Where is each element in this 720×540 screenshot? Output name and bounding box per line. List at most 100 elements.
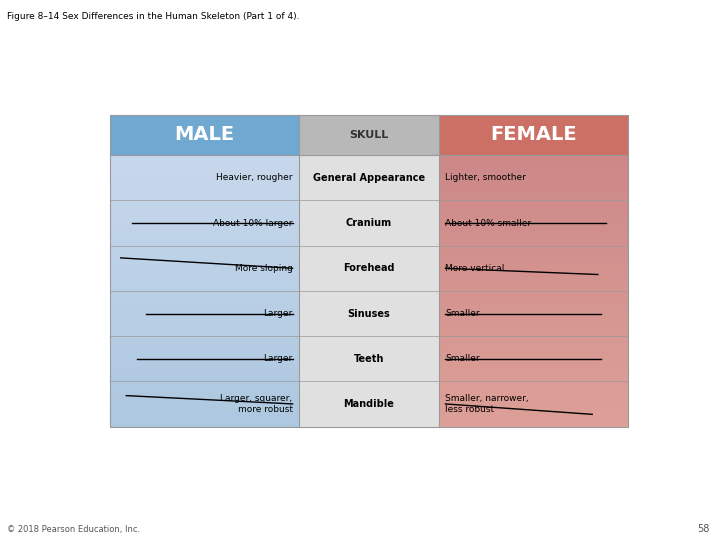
Bar bbox=[438, 255, 629, 259]
Bar bbox=[109, 422, 300, 427]
Text: Figure 8–14 Sex Differences in the Human Skeleton (Part 1 of 4).: Figure 8–14 Sex Differences in the Human… bbox=[7, 12, 300, 21]
Bar bbox=[438, 173, 629, 178]
Bar bbox=[109, 191, 300, 196]
Bar bbox=[438, 241, 629, 246]
Bar bbox=[109, 187, 300, 191]
Bar bbox=[438, 155, 629, 160]
Bar bbox=[109, 268, 300, 273]
Bar bbox=[109, 223, 300, 227]
Bar bbox=[109, 173, 300, 178]
Bar bbox=[438, 114, 629, 155]
Bar bbox=[438, 291, 629, 295]
Bar bbox=[438, 214, 629, 219]
Bar bbox=[438, 295, 629, 300]
Text: Larger: Larger bbox=[264, 354, 292, 363]
Bar bbox=[109, 183, 300, 187]
Bar bbox=[109, 314, 300, 318]
Text: FEMALE: FEMALE bbox=[490, 125, 577, 145]
Bar bbox=[109, 327, 300, 332]
Bar bbox=[109, 309, 300, 314]
Bar bbox=[109, 377, 300, 381]
Bar bbox=[109, 400, 300, 404]
Bar bbox=[438, 350, 629, 354]
Text: More vertical: More vertical bbox=[446, 264, 505, 273]
Bar bbox=[109, 114, 300, 155]
Bar bbox=[109, 246, 300, 250]
Text: Lighter, smoother: Lighter, smoother bbox=[446, 173, 526, 183]
Bar bbox=[438, 368, 629, 372]
Text: Cranium: Cranium bbox=[346, 218, 392, 228]
Bar bbox=[109, 255, 300, 259]
Bar bbox=[109, 259, 300, 264]
Bar bbox=[438, 345, 629, 350]
Bar bbox=[109, 291, 300, 295]
Bar bbox=[109, 404, 300, 408]
Bar bbox=[109, 332, 300, 336]
Text: Larger: Larger bbox=[264, 309, 292, 318]
Text: Smaller: Smaller bbox=[446, 309, 480, 318]
Bar bbox=[438, 314, 629, 318]
Bar bbox=[438, 200, 629, 205]
Bar bbox=[109, 155, 300, 160]
Bar bbox=[438, 390, 629, 395]
Text: Heavier, rougher: Heavier, rougher bbox=[216, 173, 292, 183]
Bar bbox=[109, 345, 300, 350]
Bar bbox=[438, 372, 629, 377]
Bar bbox=[438, 169, 629, 173]
Bar bbox=[109, 227, 300, 232]
Bar bbox=[438, 332, 629, 336]
Bar bbox=[109, 408, 300, 413]
Text: Smaller, narrower,
less robust: Smaller, narrower, less robust bbox=[446, 394, 529, 414]
Bar bbox=[438, 273, 629, 278]
Text: More sloping: More sloping bbox=[235, 264, 292, 273]
Bar bbox=[438, 160, 629, 164]
Bar bbox=[109, 359, 300, 363]
Bar bbox=[438, 305, 629, 309]
Bar bbox=[438, 336, 629, 341]
Bar bbox=[438, 386, 629, 390]
Bar bbox=[109, 196, 300, 200]
Bar bbox=[109, 164, 300, 169]
Bar bbox=[109, 200, 300, 205]
Bar bbox=[109, 386, 300, 390]
Bar bbox=[438, 322, 629, 327]
Bar bbox=[109, 114, 629, 427]
Bar bbox=[438, 196, 629, 200]
Bar bbox=[109, 300, 300, 305]
Bar bbox=[109, 413, 300, 417]
Bar bbox=[438, 377, 629, 381]
Bar bbox=[438, 264, 629, 268]
Text: About 10% larger: About 10% larger bbox=[213, 219, 292, 227]
Bar bbox=[109, 336, 300, 341]
Bar bbox=[109, 350, 300, 354]
Bar bbox=[438, 417, 629, 422]
Bar bbox=[109, 318, 300, 322]
Bar bbox=[109, 295, 300, 300]
Bar bbox=[438, 191, 629, 196]
Bar bbox=[438, 219, 629, 223]
Bar bbox=[438, 178, 629, 183]
Bar bbox=[438, 327, 629, 332]
Bar bbox=[438, 404, 629, 408]
Bar bbox=[438, 282, 629, 286]
Bar bbox=[438, 210, 629, 214]
Bar bbox=[109, 264, 300, 268]
Text: General Appearance: General Appearance bbox=[313, 173, 425, 183]
Bar bbox=[300, 114, 438, 155]
Text: Forehead: Forehead bbox=[343, 264, 395, 273]
Bar bbox=[109, 232, 300, 237]
Bar bbox=[109, 178, 300, 183]
Bar bbox=[438, 223, 629, 227]
Bar bbox=[438, 422, 629, 427]
Text: MALE: MALE bbox=[174, 125, 235, 145]
Text: About 10% smaller: About 10% smaller bbox=[446, 219, 531, 227]
Bar bbox=[438, 232, 629, 237]
Bar bbox=[109, 219, 300, 223]
Bar bbox=[109, 305, 300, 309]
Bar bbox=[438, 363, 629, 368]
Bar bbox=[109, 372, 300, 377]
Bar bbox=[438, 300, 629, 305]
Bar bbox=[438, 408, 629, 413]
Bar bbox=[109, 354, 300, 359]
Bar bbox=[109, 214, 300, 219]
